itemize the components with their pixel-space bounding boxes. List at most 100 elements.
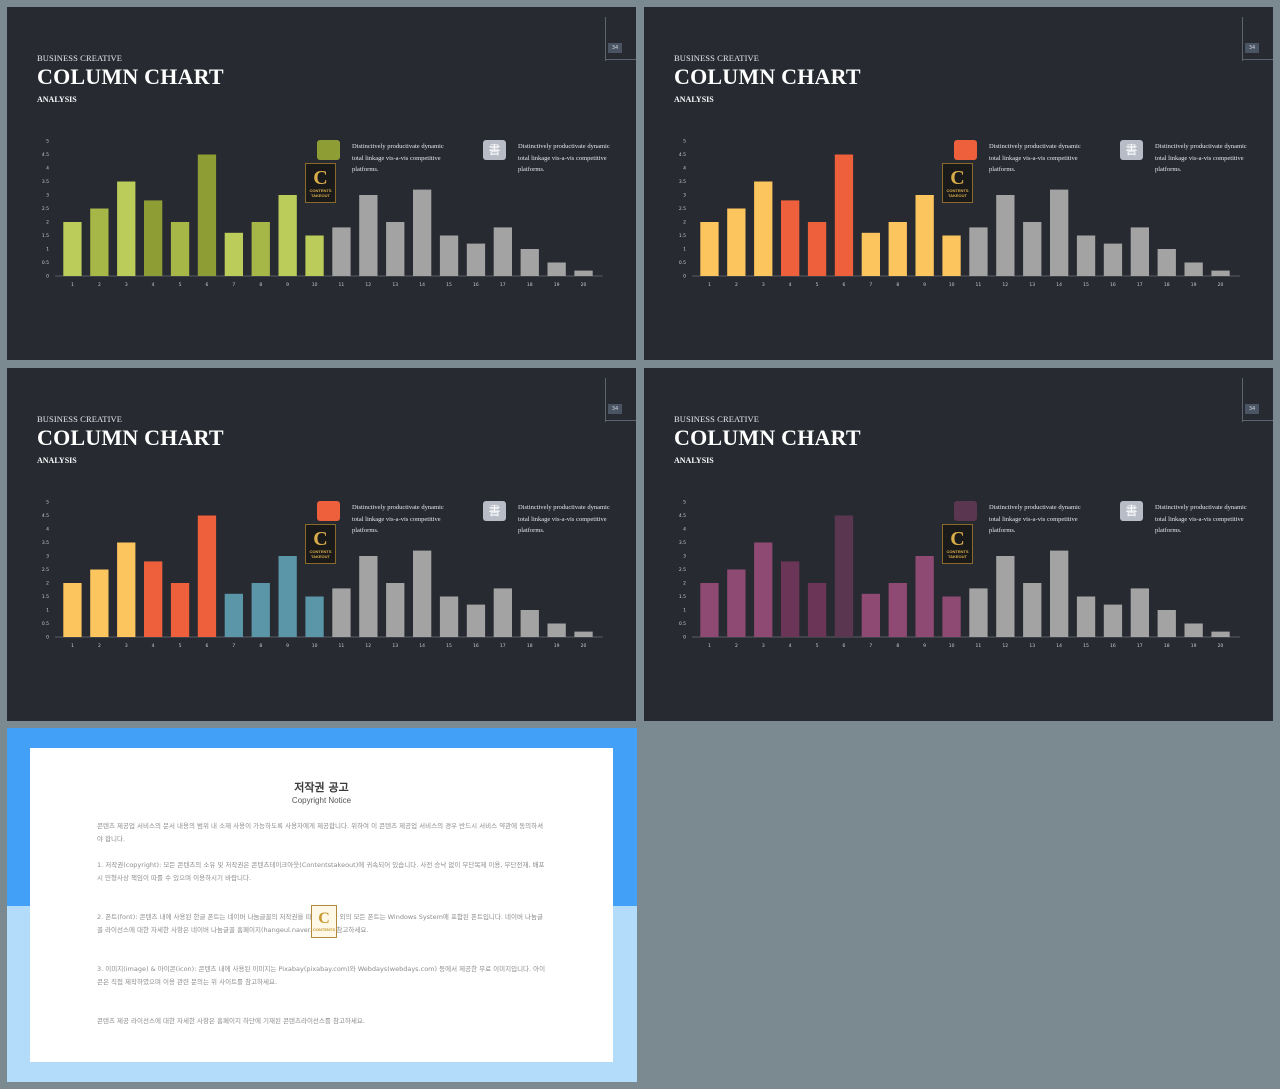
x-tick-label: 19 [1191, 282, 1197, 288]
y-tick-label: 5 [46, 500, 49, 506]
x-tick-label: 8 [896, 282, 899, 288]
chart-bar [90, 569, 109, 637]
chart-bar [700, 222, 719, 276]
y-tick-label: 3.5 [679, 179, 686, 185]
chart-bar [996, 556, 1015, 637]
legend-text-primary: Distinctively productivate dynamic total… [352, 143, 444, 173]
slide-4[interactable]: 34 BUSINESS CREATIVE COLUMN CHART ANALYS… [644, 368, 1273, 721]
y-tick-label: 2.5 [42, 567, 49, 573]
x-tick-label: 6 [842, 643, 845, 649]
logo-line: TAKEOUT [947, 193, 968, 198]
legend-text-primary: Distinctively productivate dynamic total… [352, 504, 444, 534]
notice-card: 저작권 공고 Copyright Notice 콘텐츠 제공업 서비스의 문서 … [30, 748, 613, 1062]
notice-title: 저작권 공고 [294, 781, 349, 794]
y-tick-label: 1.5 [679, 594, 686, 600]
x-tick-label: 11 [976, 643, 982, 649]
x-tick-label: 1 [708, 643, 711, 649]
chart-bar [1103, 243, 1123, 276]
x-tick-label: 17 [500, 282, 506, 288]
notice-paragraph: 1. 저작권(copyright): 모든 콘텐츠의 소유 및 저작권은 콘텐츠… [97, 861, 545, 882]
legend-text-secondary: Distinctively productivate dynamic total… [518, 504, 610, 534]
page-number: 34 [1245, 43, 1259, 53]
x-tick-label: 15 [446, 643, 452, 649]
notice-subtitle: Copyright Notice [291, 796, 352, 805]
x-tick-label: 20 [581, 282, 587, 288]
y-tick-label: 2.5 [679, 567, 686, 573]
chart-bar [170, 222, 190, 276]
chart-bar [197, 515, 217, 637]
x-tick-label: 9 [923, 643, 926, 649]
chart-bar [386, 583, 405, 637]
legend-text-primary: Distinctively productivate dynamic total… [989, 504, 1081, 534]
y-tick-label: 3 [683, 193, 686, 199]
x-tick-label: 10 [949, 643, 955, 649]
y-tick-label: 0 [683, 274, 686, 280]
x-tick-label: 14 [1056, 643, 1062, 649]
chart-bar [493, 588, 512, 637]
slide-2[interactable]: 34 BUSINESS CREATIVE COLUMN CHART ANALYS… [644, 7, 1273, 360]
chart-bar [1157, 610, 1176, 637]
chart-bar [1184, 623, 1203, 637]
chart-bar [439, 235, 459, 276]
logo-line: TAKEOUT [310, 554, 331, 559]
x-tick-label: 19 [1191, 643, 1197, 649]
y-tick-label: 2.5 [42, 206, 49, 212]
notice-paragraph: 콘텐츠 제공 라이선스에 대한 자세한 사항은 홈페이지 하단에 기재된 콘텐츠… [97, 1017, 365, 1025]
slide-3[interactable]: 34 BUSINESS CREATIVE COLUMN CHART ANALYS… [7, 368, 636, 721]
chart-bar [278, 195, 297, 276]
chart-bar [834, 515, 854, 637]
y-tick-label: 3.5 [42, 179, 49, 185]
x-tick-label: 13 [392, 643, 398, 649]
x-tick-label: 19 [554, 643, 560, 649]
contents-logo: C CONTENTS TAKEOUT [305, 524, 336, 564]
x-tick-label: 8 [896, 643, 899, 649]
x-tick-label: 2 [98, 282, 101, 288]
chart-bar [1130, 227, 1149, 276]
x-tick-label: 5 [179, 643, 182, 649]
logo-letter: C [318, 910, 330, 927]
contents-logo: C CONTENTS TAKEOUT [942, 524, 973, 564]
x-tick-label: 9 [923, 282, 926, 288]
contents-logo: C CONTENTS TAKEOUT [305, 163, 336, 203]
logo-line: CONTENTS [946, 188, 969, 193]
logo-letter: C [313, 167, 328, 189]
logo-letter: C [950, 167, 965, 189]
y-tick-label: 1 [46, 608, 49, 614]
x-tick-label: 3 [762, 282, 765, 288]
corner-line [1242, 420, 1273, 421]
chart-bar [547, 623, 566, 637]
x-tick-label: 14 [419, 282, 425, 288]
slide-title: COLUMN CHART [37, 425, 224, 450]
chart-bar [888, 222, 907, 276]
y-tick-label: 0 [46, 274, 49, 280]
logo-letter: C [313, 528, 328, 550]
y-tick-label: 2 [46, 581, 49, 587]
y-tick-label: 1.5 [42, 233, 49, 239]
x-tick-label: 1 [708, 282, 711, 288]
y-tick-label: 2 [683, 581, 686, 587]
x-tick-label: 18 [1164, 643, 1170, 649]
y-tick-label: 1.5 [42, 594, 49, 600]
x-tick-label: 15 [446, 282, 452, 288]
y-tick-label: 1 [683, 608, 686, 614]
chart-bar [332, 588, 351, 637]
chart-bar [63, 222, 82, 276]
x-tick-label: 7 [232, 282, 235, 288]
copyright-notice-slide[interactable]: 저작권 공고 Copyright Notice 콘텐츠 제공업 서비스의 문서 … [7, 728, 637, 1082]
x-tick-label: 12 [1002, 643, 1008, 649]
slide-1[interactable]: 34 BUSINESS CREATIVE COLUMN CHART ANALYS… [7, 7, 636, 360]
x-tick-label: 4 [152, 282, 155, 288]
x-tick-label: 11 [339, 282, 345, 288]
x-tick-label: 6 [205, 282, 208, 288]
book-icon: 書 [483, 501, 506, 521]
y-tick-label: 5 [46, 139, 49, 145]
chart-bar [1157, 249, 1176, 276]
x-tick-label: 20 [581, 643, 587, 649]
logo-letter: C [950, 528, 965, 550]
x-tick-label: 6 [842, 282, 845, 288]
chart-bar [1103, 604, 1123, 637]
y-tick-label: 3 [46, 193, 49, 199]
corner-line [1242, 378, 1243, 422]
chart-bar [144, 200, 163, 276]
x-tick-label: 9 [286, 643, 289, 649]
